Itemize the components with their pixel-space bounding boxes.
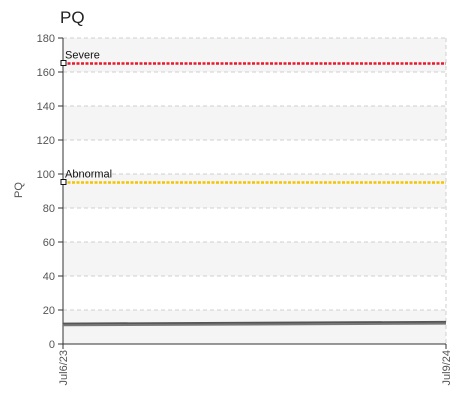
y-tick-label: 100 [37,169,55,181]
y-tick-label: 160 [37,67,55,79]
chart-title: PQ [60,8,85,27]
y-tick-label: 140 [37,101,55,113]
y-tick-label: 0 [49,339,55,351]
reference-marker-severe [60,60,67,66]
series-lines [62,320,447,327]
y-tick-label: 180 [37,33,55,45]
grid-lines [62,37,447,344]
y-tick-label: 40 [43,271,55,283]
y-tick-label: 120 [37,135,55,147]
reference-marker-abnormal [60,179,67,185]
grid-band [63,38,446,72]
grid-band [63,174,446,208]
alternating-bands [63,38,446,344]
y-tick-label: 80 [43,203,55,215]
reference-label-abnormal: Abnormal [65,169,112,181]
y-tick-label: 20 [43,305,55,317]
grid-band [63,310,446,344]
x-tick-label: Jul9/24 [441,350,453,385]
y-axis-label: PQ [13,182,25,198]
grid-band [63,106,446,140]
y-tick-label: 60 [43,237,55,249]
x-tick-label: Jul6/23 [58,350,70,385]
x-tick-labels: Jul6/23 Jul9/24 [58,350,453,385]
series-line-2 [62,322,447,327]
grid-band [63,242,446,276]
reference-lines: Severe Abnormal [60,50,446,185]
axes [58,37,447,349]
series-line-1 [62,320,447,325]
reference-label-severe: Severe [65,50,100,62]
y-tick-labels: 0 20 40 60 80 100 120 140 160 180 [37,33,55,351]
